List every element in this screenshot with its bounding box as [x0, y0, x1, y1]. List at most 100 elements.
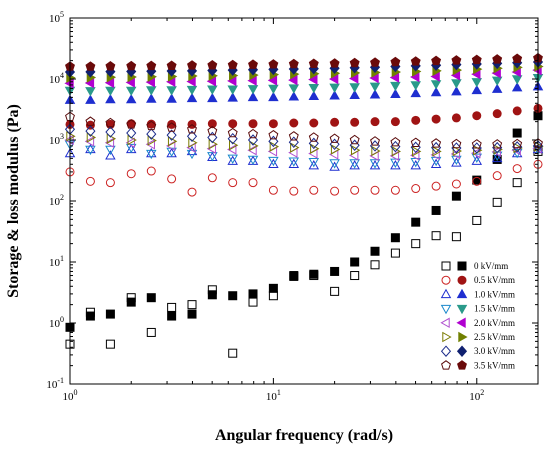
- data-point: [308, 160, 320, 170]
- data-point: [410, 150, 420, 161]
- data-point: [105, 339, 115, 349]
- plot-frame: [69, 17, 539, 385]
- data-point: [187, 60, 197, 70]
- data-point: [451, 191, 461, 201]
- data-point: [248, 119, 258, 129]
- data-point: [105, 86, 116, 97]
- data-point: [288, 158, 300, 168]
- data-point: [207, 173, 217, 183]
- data-point: [166, 93, 177, 103]
- data-point: [207, 131, 218, 144]
- data-point: [146, 293, 156, 303]
- x-tick-base: 10: [266, 391, 278, 403]
- data-point: [390, 88, 401, 99]
- data-point: [207, 125, 218, 136]
- data-point: [431, 181, 441, 191]
- y-tick-base: 10: [49, 257, 61, 269]
- series-loss: [65, 146, 543, 358]
- data-point: [268, 156, 279, 167]
- data-point: [288, 131, 299, 141]
- y-tick-base: 10: [49, 135, 61, 147]
- data-point: [85, 61, 96, 71]
- data-point: [431, 138, 442, 148]
- data-point: [329, 133, 340, 143]
- data-point: [227, 144, 237, 155]
- data-point: [369, 89, 381, 99]
- legend-marker-loss: [441, 275, 451, 285]
- data-point: [187, 187, 197, 197]
- y-tick-exp: 0: [60, 315, 64, 324]
- legend-label: 3.0 kV/mm: [474, 346, 515, 356]
- data-point: [471, 155, 483, 165]
- data-point: [451, 179, 461, 189]
- data-point: [289, 118, 299, 128]
- series-loss: [64, 143, 544, 171]
- data-point: [85, 145, 96, 156]
- data-point: [207, 92, 218, 103]
- data-point: [85, 143, 96, 154]
- legend-marker-storage: [456, 345, 468, 357]
- data-point: [105, 150, 116, 160]
- data-point: [472, 215, 482, 225]
- series-storage: [65, 103, 543, 130]
- data-point: [290, 142, 300, 153]
- data-point: [309, 185, 319, 195]
- legend-label: 0.5 kV/mm: [474, 275, 515, 285]
- data-point: [430, 86, 442, 97]
- data-point: [471, 139, 482, 149]
- data-point: [207, 60, 218, 70]
- data-point: [412, 146, 422, 157]
- data-point: [308, 158, 320, 168]
- data-point: [350, 144, 361, 156]
- data-point: [430, 158, 442, 168]
- data-point: [390, 158, 401, 168]
- data-point: [511, 75, 523, 85]
- y-tick-label: 104: [49, 71, 64, 86]
- legend-marker-storage: [456, 304, 468, 315]
- y-tick-label: 100: [49, 315, 64, 330]
- x-tick-label: 101: [266, 388, 281, 403]
- data-point: [146, 128, 157, 140]
- data-point: [410, 81, 421, 91]
- data-point: [451, 232, 461, 242]
- data-point: [146, 166, 156, 176]
- data-point: [451, 157, 462, 167]
- legend-marker-storage: [457, 275, 467, 285]
- data-point: [430, 149, 440, 161]
- x-tick-label: 102: [469, 388, 484, 403]
- data-point: [248, 289, 258, 299]
- data-point: [370, 246, 380, 256]
- data-point: [349, 57, 360, 68]
- x-tick-exp: 0: [74, 388, 78, 397]
- data-point: [146, 86, 157, 96]
- legend-marker-loss: [441, 360, 451, 370]
- data-point: [512, 106, 522, 116]
- data-point: [166, 60, 177, 70]
- data-point: [308, 132, 319, 142]
- data-point: [146, 327, 156, 337]
- data-point: [228, 291, 238, 301]
- data-point: [451, 113, 461, 123]
- x-axis-title: Angular frequency (rad/s): [215, 427, 393, 444]
- data-point: [432, 146, 442, 157]
- data-point: [451, 86, 462, 96]
- legend-marker-loss: [441, 261, 451, 271]
- data-point: [248, 59, 258, 69]
- y-tick-exp: 3: [60, 132, 64, 141]
- series-loss: [66, 131, 544, 157]
- data-point: [512, 138, 523, 149]
- data-point: [248, 178, 258, 188]
- data-point: [85, 116, 96, 126]
- data-point: [390, 248, 400, 258]
- series-storage: [64, 64, 542, 89]
- series-loss: [65, 159, 543, 197]
- data-point: [288, 58, 299, 69]
- legend-label: 1.0 kV/mm: [474, 289, 515, 299]
- y-axis-title: Storage & loss modulus (Pa): [5, 104, 22, 298]
- x-tick-base: 10: [63, 391, 75, 403]
- data-point: [105, 178, 115, 188]
- data-point: [268, 129, 279, 140]
- data-point: [85, 94, 96, 104]
- data-point: [390, 233, 400, 243]
